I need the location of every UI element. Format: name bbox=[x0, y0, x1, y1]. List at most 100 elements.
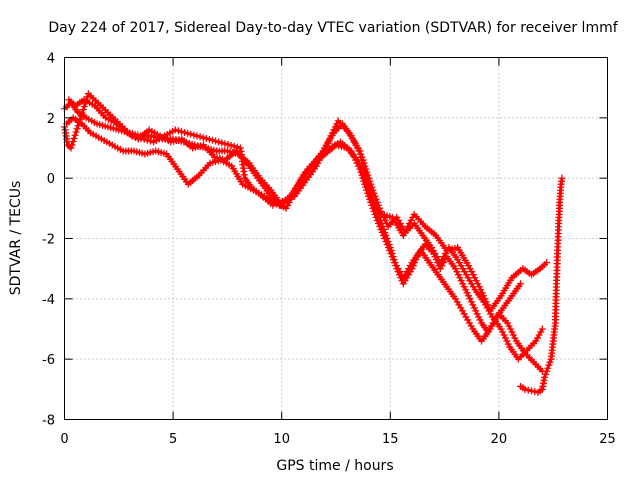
data-point-marker bbox=[543, 259, 551, 267]
series-path bbox=[65, 116, 544, 373]
data-point-marker bbox=[362, 176, 370, 184]
data-point-marker bbox=[531, 388, 539, 396]
data-point-marker bbox=[83, 93, 91, 101]
data-point-marker bbox=[362, 173, 370, 181]
data-point-marker bbox=[134, 134, 142, 142]
data-point-marker bbox=[538, 325, 546, 333]
data-point-marker bbox=[464, 292, 472, 300]
data-point-marker bbox=[558, 174, 566, 182]
data-point-marker bbox=[205, 135, 213, 143]
data-point-marker bbox=[479, 292, 487, 300]
data-point-marker bbox=[177, 128, 185, 136]
data-point-marker bbox=[459, 280, 467, 288]
data-point-marker bbox=[68, 141, 76, 149]
data-point-marker bbox=[360, 166, 368, 174]
data-point-marker bbox=[196, 133, 204, 141]
tick-layer bbox=[64, 57, 608, 420]
data-point-marker bbox=[500, 331, 508, 339]
data-point-marker bbox=[320, 147, 328, 155]
data-point-marker bbox=[209, 136, 217, 144]
data-point-marker bbox=[365, 189, 373, 197]
data-point-marker bbox=[521, 385, 529, 393]
data-point-marker bbox=[193, 132, 201, 140]
data-point-marker bbox=[354, 162, 362, 170]
data-point-marker bbox=[535, 331, 543, 339]
x-tick-label: 5 bbox=[169, 432, 177, 447]
data-point-marker bbox=[377, 225, 385, 233]
data-point-marker bbox=[467, 298, 475, 306]
data-point-marker bbox=[383, 241, 391, 249]
data-point-marker bbox=[174, 127, 182, 135]
data-point-marker bbox=[506, 325, 514, 333]
data-point-marker bbox=[67, 144, 75, 152]
data-point-marker bbox=[328, 129, 336, 137]
data-point-marker bbox=[379, 231, 387, 239]
data-point-marker bbox=[376, 222, 384, 230]
data-point-marker bbox=[436, 265, 444, 273]
data-point-marker bbox=[361, 170, 369, 178]
data-point-marker bbox=[471, 274, 479, 282]
data-point-marker bbox=[282, 204, 290, 212]
data-point-marker bbox=[466, 295, 474, 303]
series-track-d bbox=[61, 90, 551, 315]
data-point-marker bbox=[285, 195, 293, 203]
data-point-marker bbox=[401, 228, 409, 236]
data-point-marker bbox=[373, 216, 381, 224]
data-point-marker bbox=[131, 133, 139, 141]
data-point-marker bbox=[331, 123, 339, 131]
data-point-marker bbox=[460, 283, 468, 291]
data-point-marker bbox=[349, 150, 357, 158]
data-point-marker bbox=[504, 340, 512, 348]
data-point-marker bbox=[227, 141, 235, 149]
data-point-marker bbox=[463, 289, 471, 297]
data-point-marker bbox=[407, 216, 415, 224]
data-point-marker bbox=[212, 137, 220, 145]
data-point-marker bbox=[140, 135, 148, 143]
data-point-marker bbox=[184, 129, 192, 137]
data-point-marker bbox=[317, 153, 325, 161]
data-point-marker bbox=[284, 201, 292, 209]
data-point-marker bbox=[325, 135, 333, 143]
data-point-marker bbox=[468, 268, 476, 276]
data-point-marker bbox=[181, 128, 189, 136]
data-point-marker bbox=[79, 106, 87, 114]
data-point-marker bbox=[545, 361, 553, 369]
data-point-marker bbox=[360, 163, 368, 171]
data-point-marker bbox=[347, 147, 355, 155]
data-point-marker bbox=[482, 298, 490, 306]
y-tick-label: -2 bbox=[42, 233, 55, 248]
data-point-marker bbox=[454, 271, 462, 279]
data-point-marker bbox=[137, 135, 145, 143]
data-point-marker bbox=[358, 157, 366, 165]
data-point-marker bbox=[72, 128, 80, 136]
data-point-marker bbox=[171, 126, 179, 134]
data-point-marker bbox=[384, 244, 392, 252]
data-point-marker bbox=[218, 139, 226, 147]
data-point-marker bbox=[406, 219, 414, 227]
data-point-marker bbox=[508, 328, 516, 336]
data-point-marker bbox=[546, 358, 554, 366]
data-point-marker bbox=[233, 143, 241, 151]
data-point-marker bbox=[315, 156, 323, 164]
data-point-marker bbox=[505, 322, 513, 330]
data-point-marker bbox=[82, 96, 90, 104]
x-tick-labels: 0 5 10 15 20 25 bbox=[60, 432, 615, 447]
data-point-marker bbox=[281, 196, 289, 204]
data-point-marker bbox=[371, 210, 379, 218]
data-point-marker bbox=[472, 307, 480, 315]
data-point-marker bbox=[73, 125, 81, 133]
data-point-marker bbox=[74, 122, 82, 130]
data-point-marker bbox=[215, 138, 223, 146]
x-axis-label: GPS time / hours bbox=[276, 458, 393, 474]
data-point-marker bbox=[372, 213, 380, 221]
data-point-marker bbox=[542, 370, 550, 378]
grid-layer bbox=[64, 57, 608, 420]
data-point-marker bbox=[359, 160, 367, 168]
y-tick-labels: -8 -6 -4 -2 0 2 4 bbox=[42, 52, 55, 429]
data-point-marker bbox=[364, 182, 372, 190]
data-point-marker bbox=[378, 228, 386, 236]
data-point-marker bbox=[524, 386, 532, 394]
y-axis-label: SDTVAR / TECUs bbox=[8, 181, 24, 296]
data-point-marker bbox=[80, 102, 88, 110]
